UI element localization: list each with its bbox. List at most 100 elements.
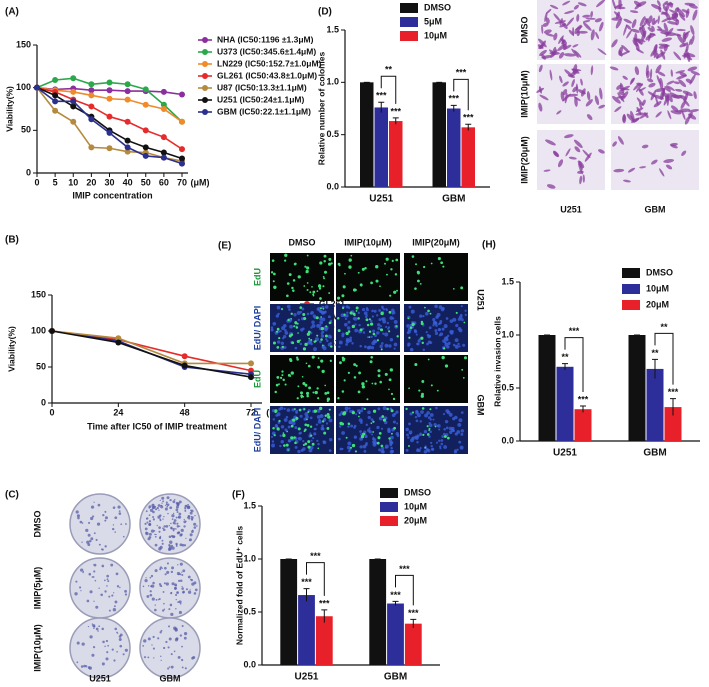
nucleus [324,327,328,332]
cell [585,99,593,107]
nucleus [372,329,376,333]
colony [161,567,164,569]
cell [558,52,565,59]
edu-cell [307,445,311,449]
colony [104,519,107,522]
colony [166,505,169,508]
colony [90,505,95,509]
edu-cell [395,258,399,262]
nucleus [361,407,364,410]
cell [613,168,625,173]
colony [159,514,162,517]
point [160,154,167,161]
x-tick-label: 30 [104,177,114,187]
colony [92,646,96,649]
colony [149,590,152,593]
colony [151,597,155,601]
nucleus [344,406,349,411]
colony [193,526,197,529]
cell [641,99,646,106]
point [179,155,185,162]
y-tick-label: 50 [21,125,31,135]
edu-cell [297,332,299,334]
colony [97,630,99,632]
point [88,144,95,151]
cell [688,113,697,120]
colony [144,527,148,531]
nucleus [384,343,389,348]
edu-cell [368,336,371,339]
nucleus [284,329,287,332]
cell [692,9,698,21]
edu-cell [370,422,373,425]
edu-cell [408,387,410,390]
nucleus [349,336,352,340]
edu-cell [293,408,296,411]
colony [193,581,197,585]
nucleus [374,334,377,338]
colony [152,518,156,521]
colony [147,656,150,659]
nucleus [321,330,325,334]
edu-cell [359,328,363,332]
cell [558,35,564,44]
cell [545,33,555,37]
nucleus [309,416,313,420]
nucleus [304,412,309,417]
cell [613,11,622,19]
cell [648,15,653,24]
colony [158,530,161,533]
colony [114,600,118,604]
colony [168,637,172,641]
edu-cell [322,307,325,310]
colony [168,524,170,527]
edu-cell [442,265,445,268]
y-tick-label: 150 [16,39,31,49]
edu-cell [411,255,415,258]
edu-cell [328,257,332,261]
colony [107,644,110,647]
colony [79,586,82,589]
edu-cell [355,306,359,310]
significance-label: *** [390,106,401,116]
colony [74,592,78,596]
colony [107,580,110,583]
nucleus [385,325,388,328]
nucleus [391,413,396,418]
colony [181,645,183,648]
nucleus [370,346,375,350]
cell [663,22,669,34]
colony [159,537,161,539]
edu-cell [285,443,289,447]
nucleus [431,448,434,451]
nucleus [457,342,460,346]
nucleus [366,336,369,339]
cell [582,174,585,183]
colony [166,503,170,506]
edu-cell [328,408,331,411]
error-bar [392,600,399,606]
edu-cell [364,267,367,270]
nucleus [321,317,326,322]
nucleus [302,440,305,443]
colony [148,523,152,527]
nucleus [295,409,299,413]
cell [658,44,669,49]
colony [163,515,165,518]
colony [80,568,84,572]
colony [154,508,158,511]
cell [662,0,669,7]
colony [145,510,148,513]
colony [76,514,80,518]
cell [541,24,544,34]
cell [657,15,660,24]
edu-cell [376,339,380,342]
colony [165,582,169,586]
edu-cell [287,318,290,322]
colony [149,508,154,512]
nucleus [416,413,421,418]
nucleus [287,425,291,429]
edu-cell [279,376,283,380]
edu-cell [380,348,383,351]
edu-cell [345,332,349,336]
